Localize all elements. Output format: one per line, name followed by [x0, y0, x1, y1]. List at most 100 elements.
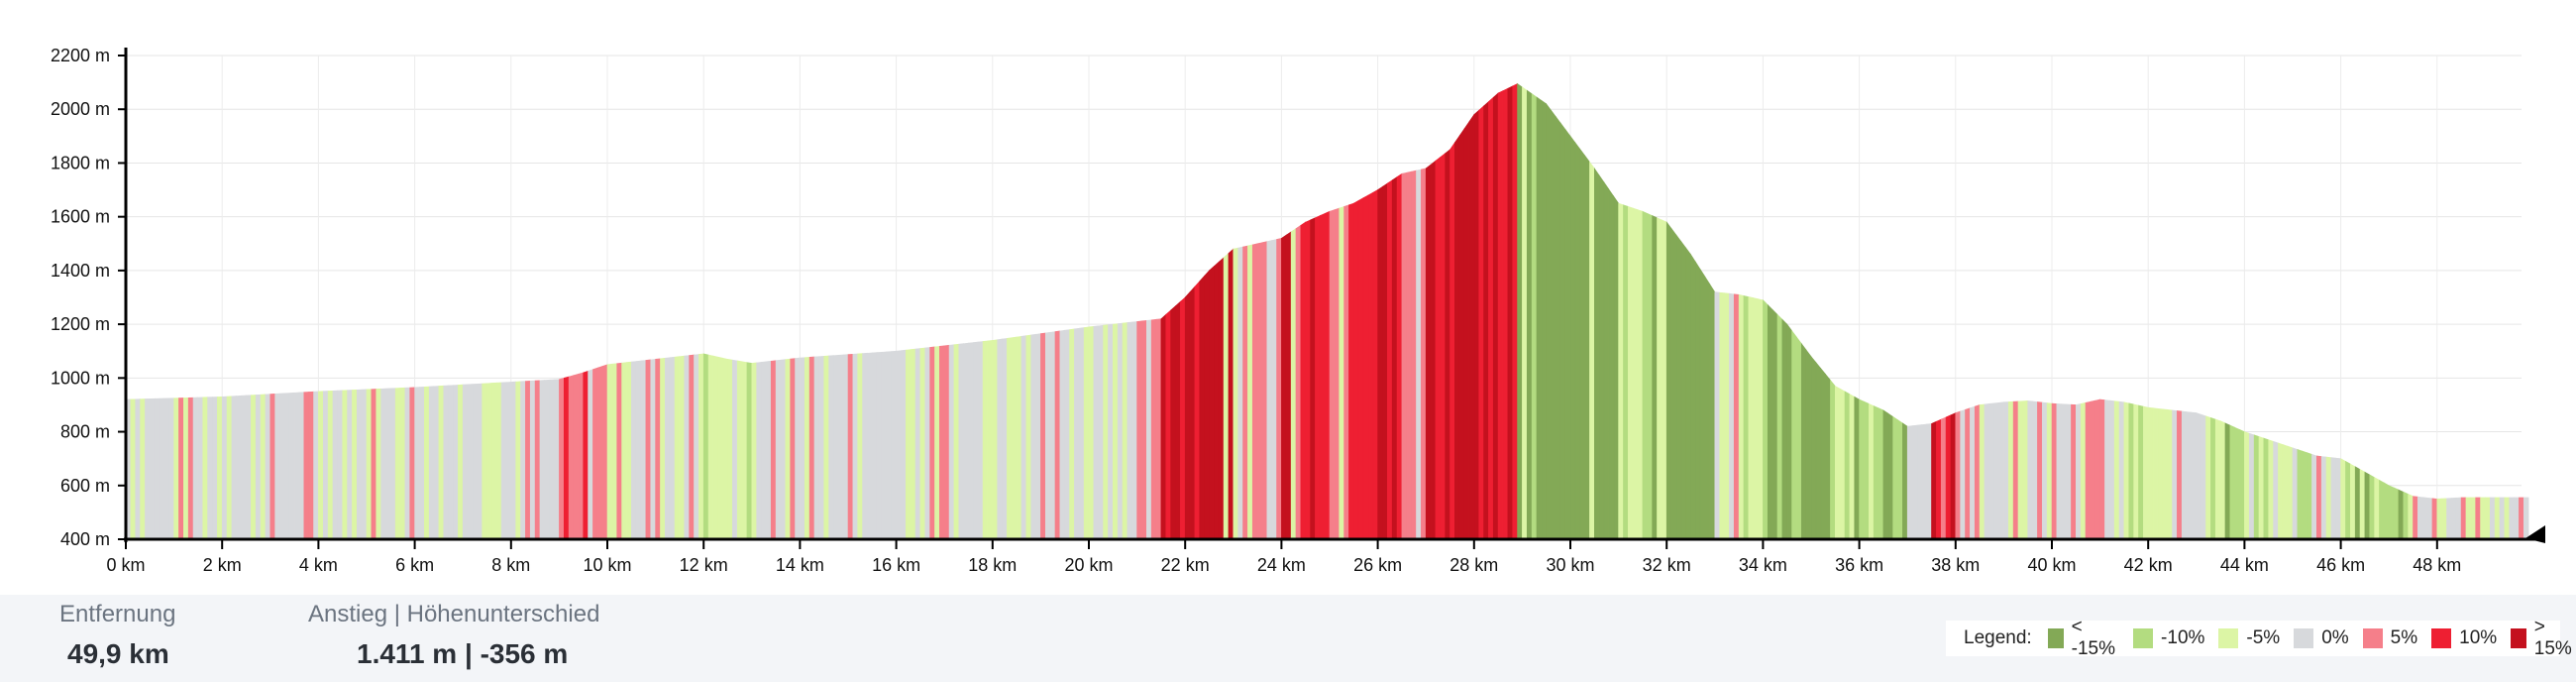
grade-segment: [871, 352, 878, 540]
grade-segment: [1435, 156, 1442, 540]
grade-segment: [1564, 128, 1571, 540]
grade-segment: [491, 382, 497, 540]
grade-segment: [867, 352, 873, 540]
grade-segment: [1541, 99, 1547, 540]
grade-segment: [1598, 173, 1605, 540]
grade-segment: [352, 389, 358, 540]
grade-segment: [2522, 497, 2529, 540]
grade-segment: [2431, 498, 2438, 540]
grade-segment: [919, 347, 926, 540]
grade-segment: [1729, 292, 1735, 540]
grade-segment: [313, 391, 319, 540]
grade-segment: [2287, 445, 2294, 540]
grade-segment: [901, 349, 907, 540]
grade-segment: [2056, 403, 2063, 540]
grade-segment: [785, 358, 791, 540]
grade-segment: [795, 357, 801, 540]
grade-segment: [1699, 268, 1706, 540]
grade-segment: [467, 384, 474, 540]
y-tick-label: 600 m: [60, 476, 110, 496]
grade-segment: [1324, 210, 1331, 540]
grade-segment: [689, 354, 695, 540]
grade-segment: [1945, 414, 1952, 540]
grade-segment: [2104, 399, 2110, 540]
grade-segment: [288, 392, 295, 540]
grade-segment: [1160, 313, 1167, 540]
grade-segment: [2494, 497, 2501, 540]
grade-segment: [2214, 418, 2221, 540]
grade-segment: [674, 356, 681, 540]
grade-segment: [1406, 170, 1412, 540]
climb-value: 1.411 m | -356 m: [357, 638, 569, 669]
grade-segment: [1662, 219, 1667, 540]
grade-segment: [414, 387, 420, 540]
x-tick-label: 2 km: [203, 555, 242, 575]
grade-segment: [1247, 244, 1253, 540]
grade-segment: [2118, 400, 2125, 540]
x-tick-label: 34 km: [1739, 555, 1787, 575]
grade-segment: [1897, 419, 1903, 540]
grade-segment: [1642, 210, 1649, 540]
x-tick-label: 26 km: [1353, 555, 1402, 575]
grade-segment: [660, 357, 666, 540]
grade-segment: [2460, 497, 2467, 540]
distance-value: 49,9 km: [67, 638, 169, 669]
grade-segment: [2379, 479, 2385, 540]
grade-segment: [279, 393, 285, 540]
grade-segment: [192, 397, 199, 540]
grade-segment: [265, 394, 271, 540]
grade-segment: [1864, 400, 1870, 540]
grade-segment: [298, 392, 305, 540]
grade-segment: [679, 355, 686, 540]
grade-segment: [1209, 265, 1215, 540]
grade-segment: [1830, 379, 1836, 540]
grade-segment: [438, 385, 445, 540]
grade-segment: [876, 351, 883, 540]
grade-segment: [1497, 90, 1504, 540]
grade-segment: [732, 359, 738, 540]
grade-segment: [818, 355, 825, 540]
grade-segment: [578, 372, 585, 540]
grade-segment: [1117, 322, 1124, 540]
grade-segment: [828, 355, 834, 540]
grade-segment: [1054, 330, 1061, 540]
grade-segment: [1348, 202, 1354, 540]
grade-segment: [1271, 239, 1277, 540]
grade-segment: [2330, 457, 2337, 540]
grade-segment: [1632, 207, 1639, 540]
grade-segment: [2489, 497, 2496, 540]
grade-segment: [626, 361, 632, 540]
grade-segment: [2374, 477, 2380, 540]
grade-segment: [665, 357, 671, 540]
grade-segment: [150, 398, 156, 540]
grade-segment: [303, 392, 309, 540]
grade-segment: [2307, 452, 2312, 540]
grade-segment: [2167, 408, 2173, 540]
grade-segment: [2509, 497, 2515, 540]
grade-segment: [837, 354, 844, 540]
grade-segment: [588, 369, 593, 540]
grade-segment: [2109, 399, 2115, 540]
grade-segment: [775, 359, 782, 540]
grade-segment: [1093, 325, 1100, 540]
grade-segment: [1445, 149, 1450, 540]
grade-segment: [1016, 335, 1022, 540]
grade-segment: [1218, 257, 1225, 540]
grade-segment: [1170, 305, 1176, 540]
grade-segment: [2128, 402, 2134, 540]
grade-segment: [462, 384, 469, 540]
x-tick-label: 6 km: [395, 555, 434, 575]
grade-segment: [611, 363, 618, 540]
grade-segment: [212, 397, 218, 540]
grade-segment: [1753, 297, 1759, 540]
grade-segment: [910, 348, 916, 540]
grade-segment: [1127, 321, 1133, 540]
grade-segment: [2061, 403, 2067, 540]
grade-segment: [178, 398, 184, 540]
grade-segment: [2017, 400, 2024, 540]
grade-segment: [606, 363, 613, 540]
grade-segment: [308, 391, 314, 540]
grade-segment: [1228, 248, 1234, 540]
grade-segment: [2239, 428, 2245, 540]
grade-segment: [583, 370, 589, 540]
